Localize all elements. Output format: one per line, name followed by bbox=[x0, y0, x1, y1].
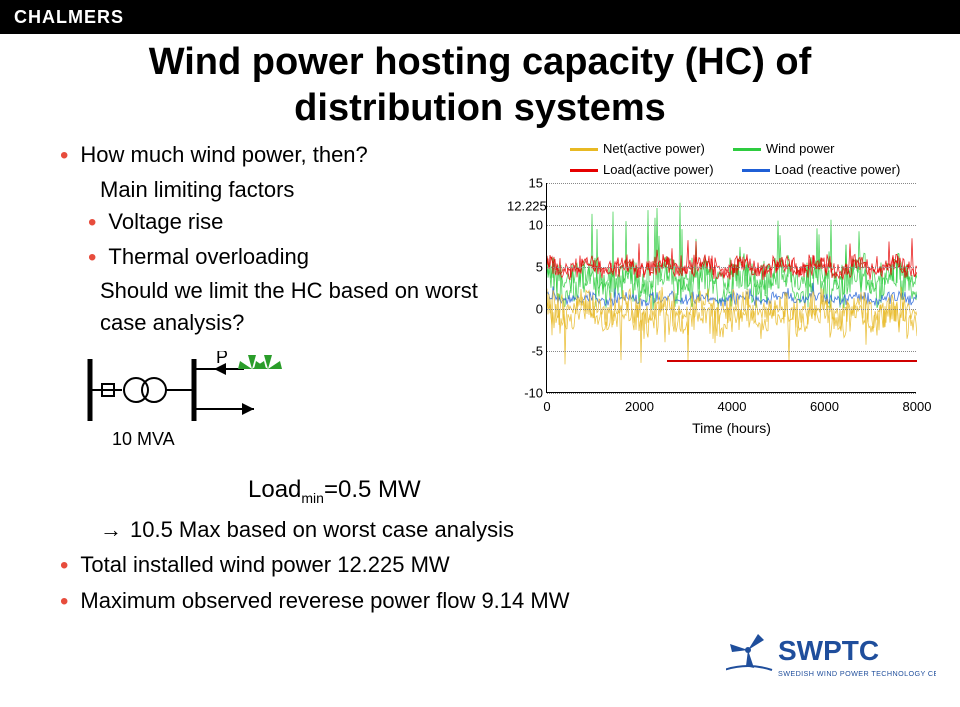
x-tick: 4000 bbox=[718, 399, 747, 414]
grid-line bbox=[547, 183, 916, 184]
legend-swatch-wind bbox=[733, 148, 761, 151]
y-tick: 10 bbox=[507, 218, 543, 233]
timeseries-chart: Net(active power) Wind power Load(active… bbox=[500, 143, 930, 423]
chart-legend: Net(active power) Wind power Load(active… bbox=[570, 139, 900, 181]
bullet-how-much: How much wind power, then? bbox=[60, 139, 490, 174]
legend-load-active: Load(active power) bbox=[603, 160, 714, 181]
series-svg bbox=[547, 183, 917, 393]
left-column: How much wind power, then? Main limiting… bbox=[60, 139, 490, 470]
bullet-voltage-rise: Voltage rise bbox=[88, 206, 490, 241]
subhead-limiting: Main limiting factors bbox=[100, 174, 490, 206]
swptc-logo: SWPTC SWEDISH WIND POWER TECHNOLOGY CENT… bbox=[726, 626, 936, 693]
chart-area: Time (hours) 1512.2251050-5-100200040006… bbox=[546, 183, 916, 393]
grid-line bbox=[547, 267, 916, 268]
grid-line bbox=[547, 309, 916, 310]
x-tick: 0 bbox=[543, 399, 550, 414]
y-tick: -10 bbox=[507, 386, 543, 401]
y-tick: 0 bbox=[507, 302, 543, 317]
header-bar: CHALMERS bbox=[0, 0, 960, 34]
page-title: Wind power hosting capacity (HC) of dist… bbox=[0, 40, 960, 131]
legend-swatch-net bbox=[570, 148, 598, 151]
bottom-bullets: Loadmin=0.5 MW 10.5 Max based on worst c… bbox=[0, 472, 960, 620]
bullet-total-installed: Total installed wind power 12.225 MW bbox=[60, 548, 940, 584]
legend-wind: Wind power bbox=[766, 139, 835, 160]
svg-text:SWEDISH WIND POWER TECHNOLOGY: SWEDISH WIND POWER TECHNOLOGY CENTRE bbox=[778, 669, 936, 678]
bullet-thermal: Thermal overloading bbox=[88, 241, 490, 276]
right-column: Net(active power) Wind power Load(active… bbox=[490, 139, 940, 470]
load-min-label: Loadmin=0.5 MW bbox=[248, 472, 421, 509]
bullet-max-observed: Maximum observed reverese power flow 9.1… bbox=[60, 584, 940, 620]
x-tick: 8000 bbox=[903, 399, 932, 414]
legend-swatch-load-active bbox=[570, 169, 598, 172]
grid-line bbox=[547, 225, 916, 226]
x-axis-label: Time (hours) bbox=[692, 420, 771, 436]
y-tick: -5 bbox=[507, 344, 543, 359]
grid-line bbox=[547, 206, 916, 207]
title-line-2: distribution systems bbox=[294, 87, 666, 129]
title-line-1: Wind power hosting capacity (HC) of bbox=[149, 41, 812, 83]
legend-net: Net(active power) bbox=[603, 139, 705, 160]
x-tick: 2000 bbox=[625, 399, 654, 414]
legend-swatch-load-reactive bbox=[742, 169, 770, 172]
y-tick: 15 bbox=[507, 176, 543, 191]
svg-text:SWPTC: SWPTC bbox=[778, 635, 879, 666]
should-we-limit: Should we limit the HC based on worst ca… bbox=[100, 275, 490, 339]
content-row: How much wind power, then? Main limiting… bbox=[0, 131, 960, 470]
legend-load-reactive: Load (reactive power) bbox=[775, 160, 901, 181]
p-label: P bbox=[216, 351, 228, 367]
one-line-diagram: P 10 MVA bbox=[84, 351, 490, 470]
arrow-line-1: 10.5 Max based on worst case analysis bbox=[100, 513, 940, 546]
x-tick: 6000 bbox=[810, 399, 839, 414]
mva-label: 10 MVA bbox=[112, 429, 175, 449]
chalmers-logo: CHALMERS bbox=[14, 7, 124, 28]
grid-line bbox=[547, 351, 916, 352]
grid-line bbox=[547, 393, 916, 394]
y-tick: 12.225 bbox=[507, 199, 543, 214]
y-tick: 5 bbox=[507, 260, 543, 275]
red-reference-bar bbox=[667, 360, 917, 362]
